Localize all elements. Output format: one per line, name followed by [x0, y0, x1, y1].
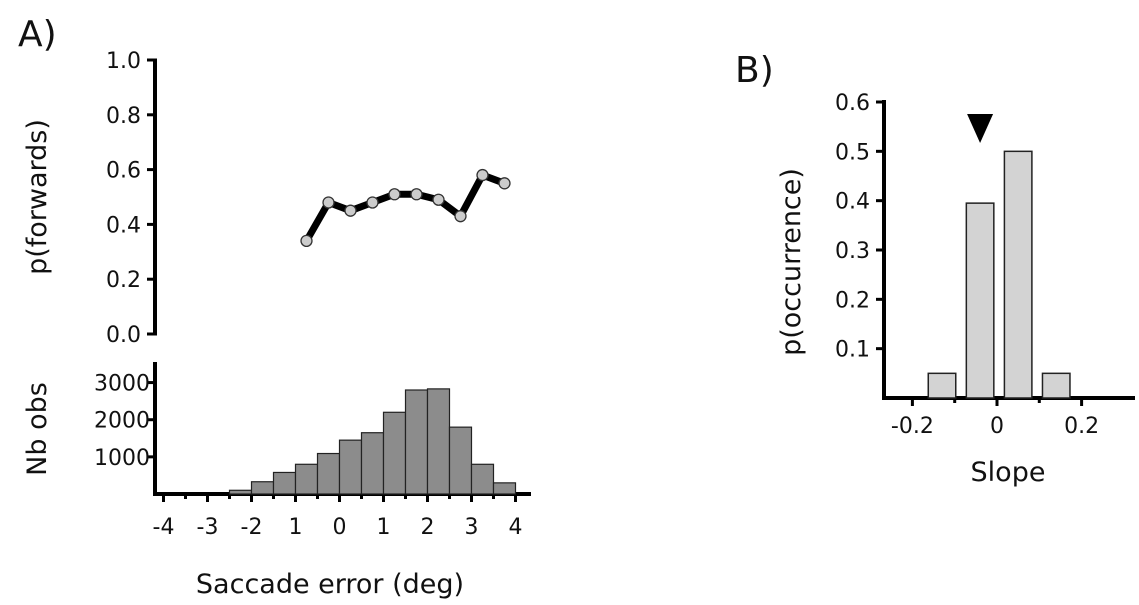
data-point: [300, 234, 313, 247]
triangle-down-icon: [967, 114, 994, 143]
y-tick-label: 0.3: [835, 239, 870, 264]
data-point: [344, 204, 357, 217]
y-tick-label: 1000: [94, 446, 150, 471]
panel-b-label: B): [735, 50, 774, 91]
y-tick-label: 1.0: [106, 49, 141, 74]
y-tick-label: 0.6: [835, 91, 870, 116]
data-point: [322, 196, 335, 209]
x-tick-label: -2: [241, 515, 263, 540]
y-tick-label: 0.1: [835, 338, 870, 363]
mean-slope-marker: [967, 114, 994, 143]
data-point: [476, 168, 489, 182]
histogram-bar: [250, 481, 275, 495]
histogram-bar: [382, 411, 407, 495]
y-tick-label: 0.2: [835, 288, 870, 313]
data-point: [366, 196, 379, 209]
histogram-bar: [448, 426, 473, 495]
y-tick-label: 0.2: [106, 268, 141, 293]
y-tick-label: 0.4: [106, 213, 141, 238]
p-occurrence-axis-label: p(occurrence): [776, 168, 807, 356]
x-tick-label: -0.2: [891, 414, 934, 439]
x-tick-label: 2: [421, 515, 435, 540]
y-tick-label: 0.5: [835, 140, 870, 165]
p-forwards-series: [300, 168, 511, 247]
histogram-bar: [228, 489, 253, 495]
slope-bars: [927, 150, 1071, 399]
slope-bar: [1041, 372, 1071, 399]
slope-bar: [927, 372, 957, 399]
data-point: [410, 188, 423, 201]
slope-axis-label: Slope: [971, 457, 1046, 488]
histogram-bar: [272, 471, 297, 495]
saccade-error-axis-label: Saccade error (deg): [196, 569, 464, 600]
histogram-bars: [228, 388, 517, 495]
y-tick-label: 0.6: [106, 159, 141, 184]
x-tick-label: 0: [333, 515, 347, 540]
histogram-bar: [470, 463, 495, 495]
histogram-bar: [338, 439, 363, 495]
x-tick-label: 3: [465, 515, 479, 540]
nb-obs-axis-label: Nb obs: [22, 382, 53, 476]
y-tick-label: 3000: [94, 372, 150, 397]
p-forwards-line: [303, 171, 508, 245]
histogram-bar: [316, 452, 341, 495]
slope-bar: [1003, 150, 1033, 399]
x-tick-label: 1: [377, 515, 391, 540]
y-tick-label: 0.8: [106, 104, 141, 129]
y-tick-label: 2000: [94, 409, 150, 434]
data-point: [432, 193, 445, 206]
histogram-bar: [426, 388, 451, 495]
x-tick-label: 4: [509, 515, 523, 540]
data-point: [498, 177, 511, 190]
panel-a-histogram: Nb obs 3000 2000 1000 -4 -3 -2 1 0 1 2 3 4 Saccade…: [22, 362, 531, 600]
histogram-bar: [294, 463, 319, 495]
p-occurrence-y-ticks: 0.6 0.5 0.4 0.3 0.2 0.1: [835, 91, 886, 363]
p-forwards-y-ticks: 1.0 0.8 0.6 0.4 0.2 0.0: [106, 49, 157, 348]
nb-obs-y-ticks: 3000 2000 1000: [94, 372, 157, 471]
y-tick-label: 0.0: [106, 323, 141, 348]
p-forwards-axis-label: p(forwards): [22, 119, 53, 275]
histogram-bar: [492, 482, 517, 495]
x-tick-label: 1: [289, 515, 303, 540]
data-point: [388, 188, 401, 201]
histogram-bar: [404, 389, 429, 495]
y-tick-label: 0.4: [835, 190, 870, 215]
x-tick-label: -4: [153, 515, 175, 540]
data-point: [454, 210, 467, 223]
panel-a: A) p(forwards) 1.0 0.8 0.6 0.4 0.2 0.0: [18, 14, 511, 348]
saccade-error-x-ticks: -4 -3 -2 1 0 1 2 3 4: [153, 492, 523, 540]
slope-x-ticks: -0.2 0 0.2: [891, 396, 1099, 439]
x-tick-label: -3: [197, 515, 219, 540]
x-tick-label: 0: [990, 414, 1004, 439]
x-tick-label: 0.2: [1064, 414, 1099, 439]
slope-bar: [965, 202, 995, 399]
histogram-bar: [360, 432, 385, 495]
panel-b: B) p(occurrence) 0.6 0.5 0.4 0.3 0.2 0.1 -0.2…: [735, 50, 1135, 488]
panel-a-label: A): [18, 14, 57, 55]
